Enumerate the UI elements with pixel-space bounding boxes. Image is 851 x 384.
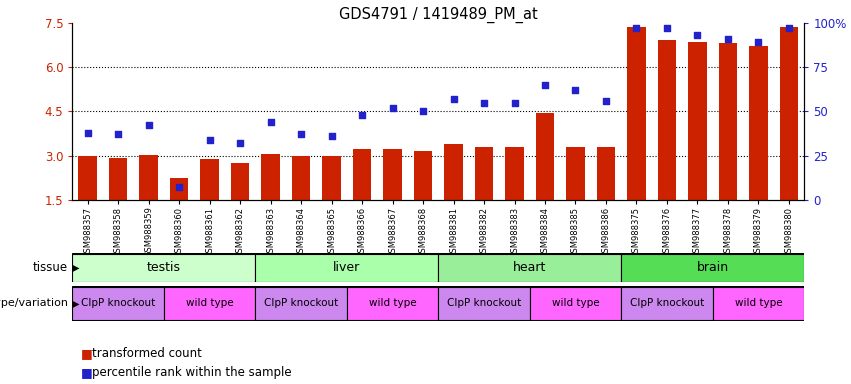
Bar [505, 147, 523, 244]
Point [477, 99, 491, 106]
Bar [438, 287, 529, 320]
Point [264, 119, 277, 125]
Bar [78, 156, 97, 244]
Point [81, 129, 94, 136]
Point [386, 105, 399, 111]
Point [142, 122, 156, 129]
Point [325, 133, 339, 139]
Text: testis: testis [147, 262, 180, 274]
Text: genotype/variation: genotype/variation [0, 298, 68, 308]
Text: ClpP knockout: ClpP knockout [447, 298, 521, 308]
Text: ClpP knockout: ClpP knockout [630, 298, 704, 308]
Point [416, 108, 430, 114]
Point [294, 131, 308, 137]
Bar [444, 144, 463, 244]
Text: ▶: ▶ [71, 298, 79, 308]
Bar [597, 147, 615, 244]
Bar [621, 287, 712, 320]
Bar [536, 113, 554, 244]
Title: GDS4791 / 1419489_PM_at: GDS4791 / 1419489_PM_at [339, 7, 538, 23]
Bar [109, 157, 128, 244]
Point [203, 137, 216, 143]
Point [630, 25, 643, 31]
Point [447, 96, 460, 102]
Text: brain: brain [697, 262, 728, 274]
Text: wild type: wild type [368, 298, 416, 308]
Text: transformed count: transformed count [92, 347, 202, 360]
Bar [627, 28, 646, 244]
Point [508, 99, 522, 106]
Bar [566, 147, 585, 244]
Bar [414, 151, 432, 244]
Point [538, 82, 551, 88]
Bar [353, 149, 371, 244]
Bar [529, 287, 621, 320]
Bar [72, 287, 163, 320]
Bar [140, 155, 157, 244]
Bar [201, 159, 219, 244]
Bar [255, 254, 438, 282]
Text: ■: ■ [81, 347, 93, 360]
Text: ClpP knockout: ClpP knockout [264, 298, 338, 308]
Bar [475, 147, 493, 244]
Text: heart: heart [513, 262, 546, 274]
Point [599, 98, 613, 104]
Bar [255, 287, 347, 320]
Text: ClpP knockout: ClpP knockout [81, 298, 155, 308]
Bar [72, 254, 255, 282]
Bar [688, 42, 706, 244]
Point [782, 25, 796, 31]
Bar [749, 46, 768, 244]
Point [568, 87, 582, 93]
Point [233, 140, 247, 146]
Bar [438, 254, 621, 282]
Point [691, 32, 705, 38]
Point [660, 25, 674, 31]
Bar [712, 287, 804, 320]
Text: wild type: wild type [186, 298, 233, 308]
Bar [323, 156, 340, 244]
Bar [163, 287, 255, 320]
Bar [621, 254, 804, 282]
Point [355, 112, 368, 118]
Bar [261, 154, 280, 244]
Bar [292, 156, 310, 244]
Bar [719, 43, 737, 244]
Point [172, 184, 186, 190]
Text: percentile rank within the sample: percentile rank within the sample [92, 366, 292, 379]
Point [751, 40, 765, 46]
Bar [170, 179, 188, 244]
Point [111, 131, 125, 137]
Point [721, 36, 734, 42]
Bar [383, 149, 402, 244]
Text: wild type: wild type [551, 298, 599, 308]
Bar [780, 28, 798, 244]
Bar [658, 40, 676, 244]
Bar [231, 164, 249, 244]
Text: wild type: wild type [734, 298, 782, 308]
Text: tissue: tissue [33, 262, 68, 274]
Text: ■: ■ [81, 366, 93, 379]
Text: liver: liver [333, 262, 361, 274]
Bar [347, 287, 438, 320]
Text: ▶: ▶ [71, 263, 79, 273]
